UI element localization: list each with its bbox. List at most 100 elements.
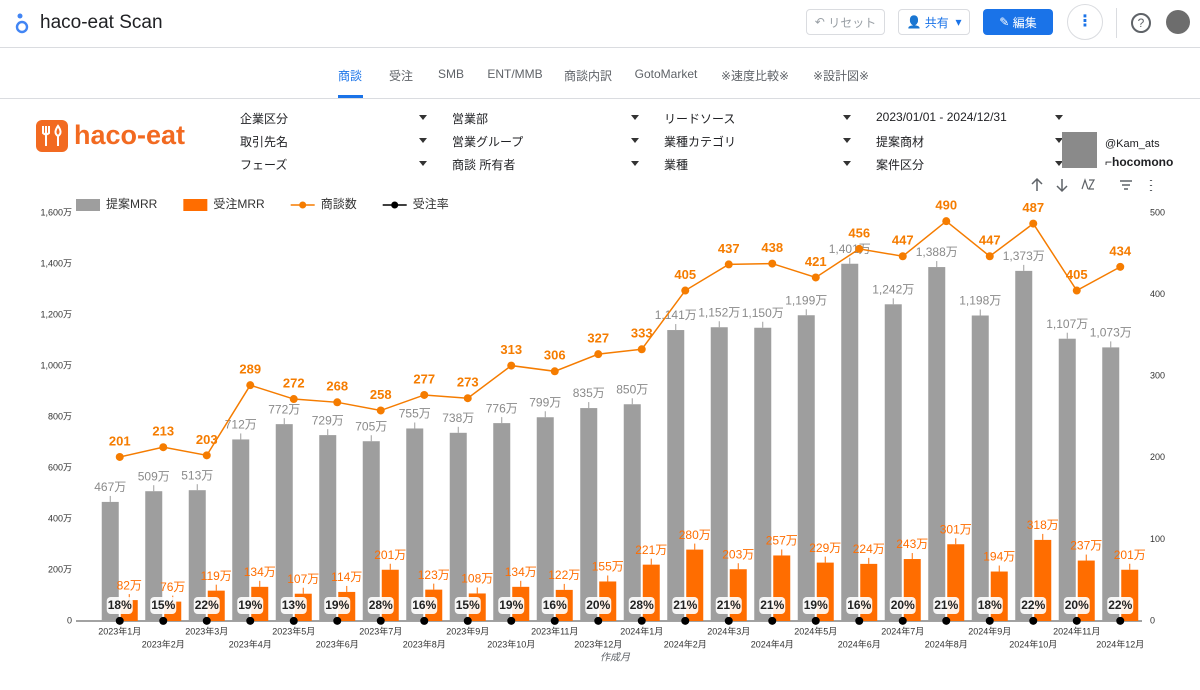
filter-label: 営業グループ bbox=[452, 135, 524, 149]
x-tick-label: 2023年8月 bbox=[403, 638, 446, 649]
filter-label: リードソース bbox=[664, 112, 736, 126]
edit-button[interactable]: ✎ 編集 bbox=[983, 9, 1053, 35]
data-label: 405 bbox=[674, 267, 696, 282]
filter-dropdown[interactable]: 企業区分 bbox=[240, 110, 435, 128]
data-label: 268 bbox=[326, 379, 348, 394]
x-tick-label: 2024年5月 bbox=[794, 625, 837, 636]
filter-label: 案件区分 bbox=[876, 158, 925, 172]
tab[interactable]: 商談 bbox=[337, 69, 363, 83]
data-label: 229万 bbox=[809, 541, 841, 555]
data-label: 134万 bbox=[505, 565, 537, 579]
x-tick-label: 2024年11月 bbox=[1053, 625, 1100, 636]
data-label: 490 bbox=[935, 198, 957, 213]
data-label: 1,199万 bbox=[785, 293, 827, 307]
x-tick-label: 2023年11月 bbox=[531, 625, 578, 636]
legend-label: 提案MRR bbox=[106, 196, 158, 211]
filter-dropdown[interactable]: 提案商材 bbox=[876, 133, 1071, 151]
help-button[interactable]: ? bbox=[1131, 13, 1151, 33]
filter-dropdown[interactable]: 業種カテゴリ bbox=[664, 133, 859, 151]
data-label: 434 bbox=[1109, 243, 1131, 258]
data-label: 19% bbox=[499, 598, 523, 612]
label-box bbox=[454, 597, 481, 614]
point bbox=[463, 394, 472, 403]
filter-dropdown[interactable]: フェーズ bbox=[240, 156, 435, 174]
share-button[interactable]: 👤 共有 ▾ bbox=[898, 9, 970, 35]
label-box bbox=[541, 597, 568, 614]
data-label: 203 bbox=[196, 432, 218, 447]
x-tick-label: 2024年4月 bbox=[751, 638, 794, 649]
data-label: 108万 bbox=[461, 572, 493, 586]
sort-desc-icon[interactable] bbox=[1056, 179, 1068, 193]
x-tick-label: 2024年1月 bbox=[620, 625, 663, 636]
data-label: 1,388万 bbox=[916, 245, 958, 259]
profile-brand: ⌐hocomono bbox=[1105, 155, 1174, 169]
tab[interactable]: ENT/MMB bbox=[487, 67, 543, 81]
data-label: 19% bbox=[804, 598, 828, 612]
filter-dropdown[interactable]: 商談 所有者 bbox=[452, 156, 647, 174]
sort-asc-icon[interactable] bbox=[1031, 177, 1043, 191]
data-label: 15% bbox=[456, 598, 480, 612]
filter-icon[interactable] bbox=[1120, 180, 1132, 190]
bar bbox=[841, 263, 859, 621]
more-button[interactable]: ⋮ bbox=[1067, 4, 1103, 40]
sort-az-icon[interactable] bbox=[1081, 178, 1096, 190]
filter-dropdown[interactable]: 業種 bbox=[664, 156, 859, 174]
data-label: 467万 bbox=[94, 480, 126, 494]
y-tick-label: 400万 bbox=[48, 513, 72, 523]
avatar[interactable] bbox=[1166, 10, 1190, 34]
filter-dropdown[interactable]: 営業グループ bbox=[452, 133, 647, 151]
y-tick-label: 1,600万 bbox=[40, 207, 72, 217]
filter-dropdown[interactable]: 取引先名 bbox=[240, 133, 435, 151]
point bbox=[246, 616, 255, 625]
point bbox=[159, 616, 168, 625]
data-label: 203万 bbox=[722, 547, 754, 561]
tab[interactable]: ※設計図※ bbox=[812, 69, 870, 83]
data-label: 421 bbox=[805, 254, 827, 269]
label-box bbox=[1020, 597, 1047, 614]
reset-button[interactable]: ↶ リセット bbox=[806, 9, 885, 35]
tab[interactable]: 受注 bbox=[388, 69, 414, 83]
filter-dropdown[interactable]: 2023/01/01 - 2024/12/31 bbox=[876, 110, 1071, 128]
point bbox=[246, 381, 255, 390]
filter-label: 提案商材 bbox=[876, 135, 925, 149]
x-tick-label: 2023年10月 bbox=[487, 638, 535, 649]
line bbox=[119, 220, 1121, 458]
tab[interactable]: SMB bbox=[437, 67, 465, 81]
data-label: 1,198万 bbox=[959, 294, 1001, 308]
data-label: 1,152万 bbox=[698, 305, 740, 319]
filter-dropdown[interactable]: 営業部 bbox=[452, 110, 647, 128]
bar bbox=[667, 330, 685, 621]
filter-label: 営業部 bbox=[452, 112, 489, 126]
legend-label: 商談数 bbox=[321, 196, 357, 211]
data-label: 122万 bbox=[548, 568, 580, 582]
app-icon bbox=[15, 13, 29, 34]
point bbox=[550, 367, 559, 376]
bar bbox=[623, 404, 641, 621]
top-bar: haco-eat Scan ↶ リセット 👤 共有 ▾ ✎ 編集 ⋮ ? bbox=[0, 0, 1200, 48]
data-label: 194万 bbox=[983, 550, 1015, 564]
profile-handle: @Kam_ats bbox=[1105, 138, 1160, 150]
point bbox=[333, 398, 342, 407]
filter-dropdown[interactable]: リードソース bbox=[664, 110, 859, 128]
filter-label: 商談 所有者 bbox=[452, 158, 516, 172]
point bbox=[1116, 616, 1125, 625]
point bbox=[637, 345, 646, 354]
point bbox=[1029, 219, 1038, 228]
point bbox=[811, 273, 820, 282]
legend-swatch bbox=[183, 199, 208, 211]
point bbox=[202, 451, 211, 460]
tab[interactable]: 商談内訳 bbox=[563, 69, 613, 83]
point bbox=[898, 252, 907, 261]
tab[interactable]: GotoMarket bbox=[634, 67, 698, 81]
filter-dropdown[interactable]: 案件区分 bbox=[876, 156, 1071, 174]
data-label: 776万 bbox=[486, 401, 518, 415]
dropdown-arrow bbox=[843, 161, 851, 166]
point bbox=[898, 616, 907, 625]
data-label: 21% bbox=[760, 598, 784, 612]
data-label: 22% bbox=[1108, 598, 1132, 612]
active-tab-indicator bbox=[338, 95, 363, 98]
data-label: 738万 bbox=[442, 411, 474, 425]
data-label: 1,107万 bbox=[1046, 317, 1088, 331]
tab[interactable]: ※速度比較※ bbox=[720, 69, 790, 83]
chart-toolbar bbox=[1031, 177, 1153, 193]
